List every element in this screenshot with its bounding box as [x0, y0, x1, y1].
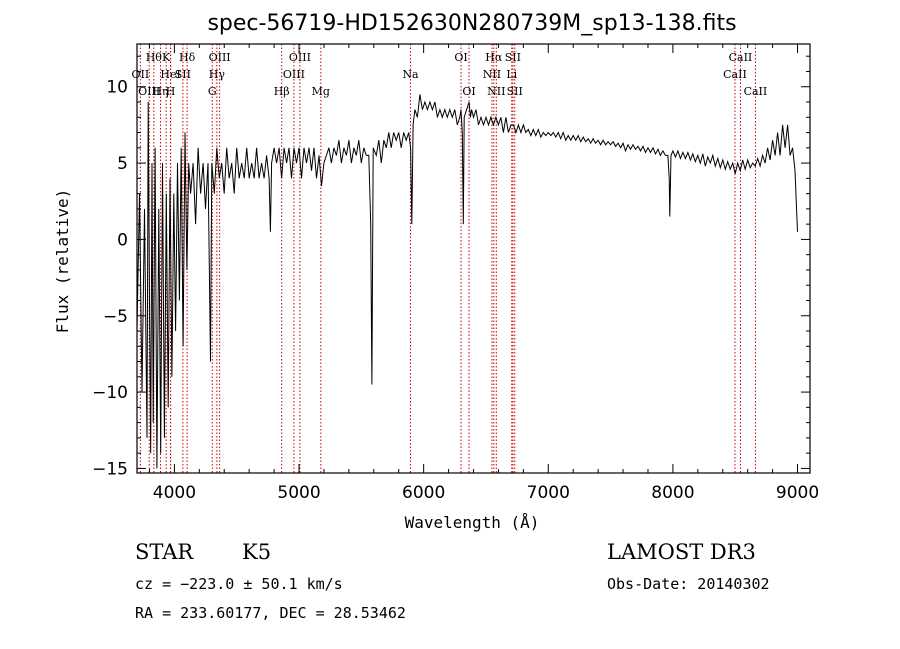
line-marker-label: OIII [289, 51, 311, 64]
survey-name: LAMOST DR3 [607, 540, 756, 564]
object-class: STAR [135, 540, 194, 564]
line-marker-labels: OIIOIIIHθHηKHHeISIIHδGHγOIIIHβOIIIOIIIMg… [132, 51, 768, 98]
line-marker-label: Hγ [209, 68, 226, 81]
line-marker-label: SII [505, 51, 521, 64]
line-marker-label: OIII [138, 85, 160, 98]
line-marker-label: Hα [485, 51, 503, 64]
line-marker-label: G [208, 85, 217, 98]
line-marker-label: SII [175, 68, 191, 81]
x-tick-label: 8000 [651, 483, 694, 503]
x-axis-label: Wavelength (Å) [405, 513, 540, 532]
sky-coordinates: RA = 233.60177, DEC = 28.53462 [135, 604, 406, 622]
line-marker-label: Li [506, 68, 517, 81]
y-tick-label: −10 [92, 383, 128, 403]
y-axis: −15 −10 −5 0 5 10 [92, 55, 810, 479]
x-axis: 4000 5000 6000 7000 8000 9000 [148, 44, 819, 503]
line-marker-label: Mg [312, 85, 330, 98]
line-marker-label: H [166, 85, 176, 98]
y-tick-label: −15 [92, 459, 128, 479]
line-marker-label: OI [454, 51, 467, 64]
line-marker-label: Na [402, 68, 419, 81]
line-marker-label: Hη [152, 85, 168, 98]
line-marker-label: CaII [723, 68, 747, 81]
y-axis-label: Flux (relative) [53, 189, 72, 334]
line-marker-label: CaII [744, 85, 768, 98]
spectrum-line [136, 94, 798, 469]
chart-title: spec-56719-HD152630N280739M_sp13-138.fit… [207, 11, 736, 36]
x-tick-label: 6000 [402, 483, 445, 503]
line-marker-label: NII [483, 68, 501, 81]
object-subclass: K5 [242, 540, 272, 564]
redshift-velocity: cz = −223.0 ± 50.1 km/s [135, 575, 343, 593]
line-marker-label: K [162, 51, 171, 64]
y-tick-label: 0 [117, 230, 128, 250]
y-tick-label: −5 [103, 307, 128, 327]
observation-date: Obs-Date: 20140302 [607, 575, 770, 593]
line-marker-label: SII [507, 85, 523, 98]
y-tick-label: 5 [117, 154, 128, 174]
line-marker-label: OIII [283, 68, 305, 81]
line-marker-label: Hθ [146, 51, 163, 64]
x-tick-label: 5000 [277, 483, 320, 503]
line-marker-label: CaII [729, 51, 753, 64]
plot-frame [136, 43, 811, 474]
line-marker-label: Hβ [274, 85, 290, 98]
x-tick-label: 4000 [153, 483, 196, 503]
y-tick-label: 10 [106, 78, 128, 98]
x-tick-label: 9000 [776, 483, 819, 503]
line-marker-label: OII [132, 68, 150, 81]
line-marker-label: NII [487, 85, 505, 98]
line-marker-label: OI [462, 85, 475, 98]
x-tick-label: 7000 [527, 483, 570, 503]
line-markers [139, 44, 756, 473]
line-marker-label: Hδ [179, 51, 196, 64]
line-marker-label: OIII [209, 51, 231, 64]
line-marker-label: HeI [160, 68, 180, 81]
